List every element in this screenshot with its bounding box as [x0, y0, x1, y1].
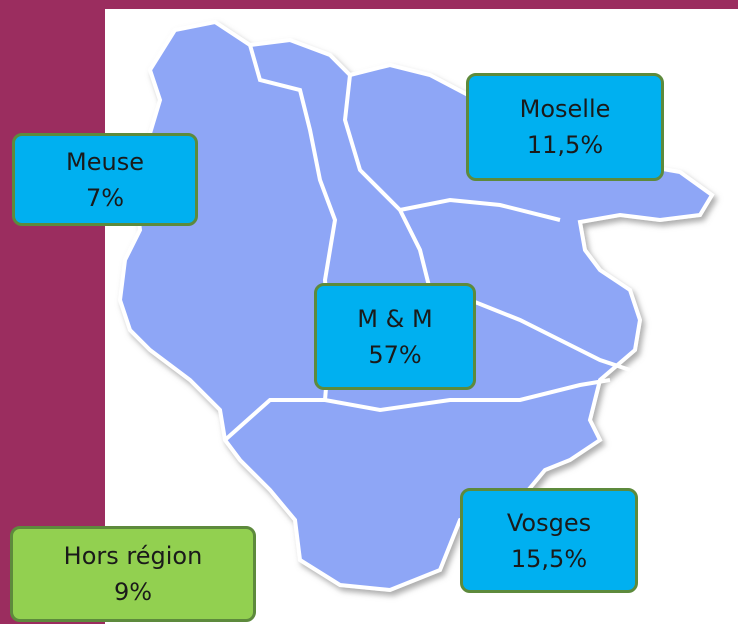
- region-label: M & M 57%: [314, 283, 476, 390]
- region-name: Moselle: [519, 95, 611, 123]
- border: [223, 378, 611, 442]
- region-share: 11,5%: [526, 131, 604, 159]
- region-share: 9%: [113, 578, 153, 606]
- region-share: 7%: [85, 183, 125, 212]
- region-label: Hors région 9%: [10, 526, 256, 622]
- top-band: [0, 0, 738, 9]
- border: [399, 197, 561, 222]
- region-label: Vosges 15,5%: [460, 488, 638, 593]
- region-name: Vosges: [506, 508, 592, 537]
- region-share: 57%: [368, 340, 422, 369]
- region-label: Meuse 7%: [12, 133, 198, 226]
- side-band: [0, 0, 105, 624]
- region-name: M & M: [357, 304, 433, 333]
- region-label: Moselle 11,5%: [466, 73, 664, 181]
- region-name: Hors région: [63, 542, 203, 570]
- region-name: Meuse: [66, 147, 144, 176]
- region-share: 15,5%: [510, 544, 588, 573]
